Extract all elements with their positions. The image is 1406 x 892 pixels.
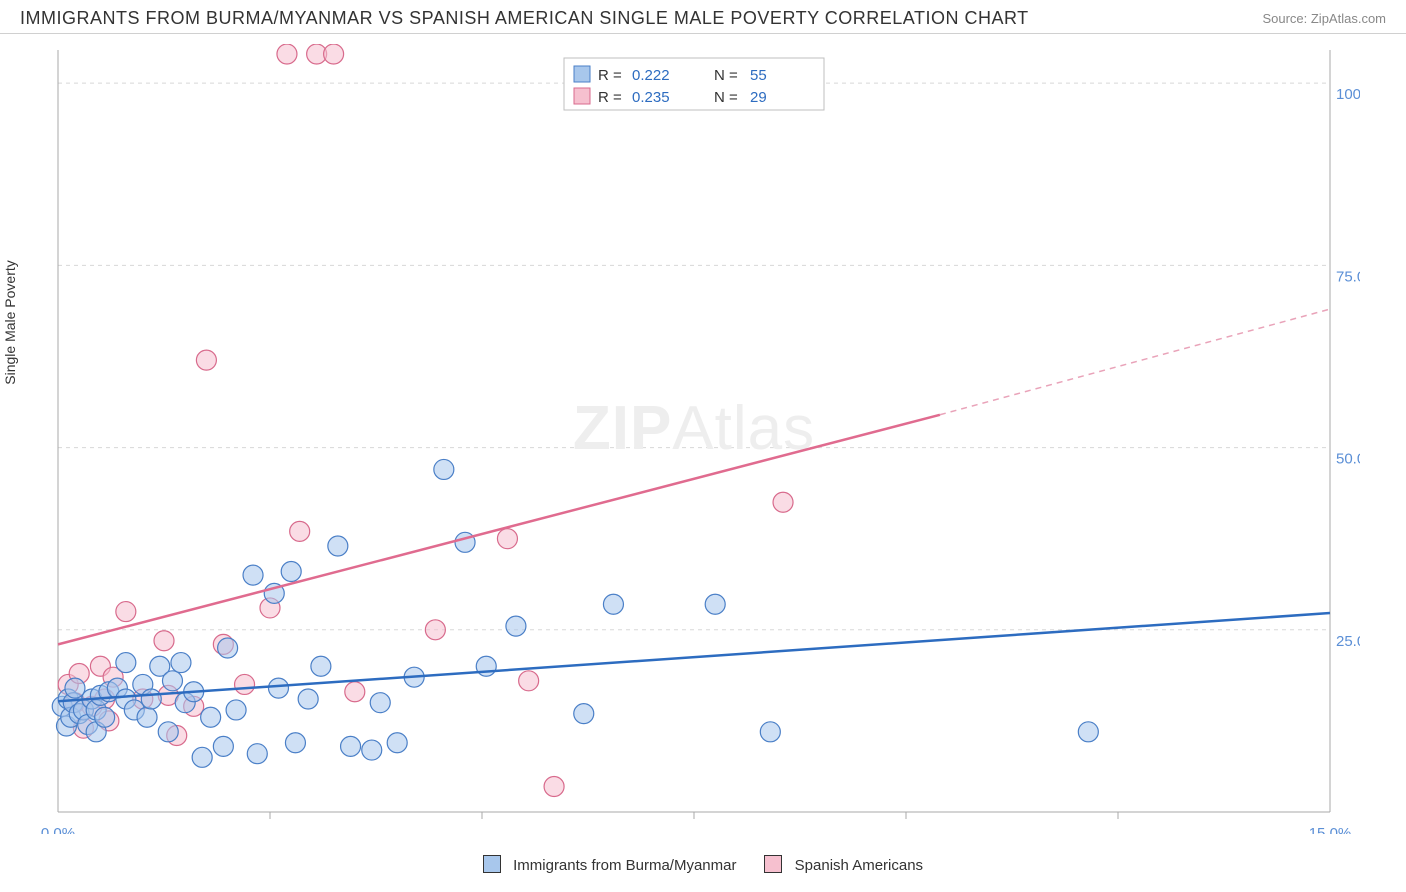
bottom-legend: Immigrants from Burma/Myanmar Spanish Am… xyxy=(0,855,1406,874)
legend-label-blue: Immigrants from Burma/Myanmar xyxy=(513,857,736,874)
data-point xyxy=(387,733,407,753)
trend-line-pink xyxy=(58,415,940,645)
data-point xyxy=(285,733,305,753)
data-point xyxy=(268,678,288,698)
data-point xyxy=(137,707,157,727)
data-point xyxy=(324,44,344,64)
data-point xyxy=(311,656,331,676)
data-point xyxy=(345,682,365,702)
data-point xyxy=(116,653,136,673)
legend-swatch-pink-icon xyxy=(574,88,590,104)
data-point xyxy=(298,689,318,709)
data-point xyxy=(235,674,255,694)
data-point xyxy=(277,44,297,64)
data-point xyxy=(213,736,233,756)
svg-text:100.0%: 100.0% xyxy=(1336,86,1360,103)
svg-text:N =: N = xyxy=(714,89,738,106)
data-point xyxy=(362,740,382,760)
source-label: Source: ZipAtlas.com xyxy=(1262,11,1386,26)
data-point xyxy=(141,689,161,709)
data-point xyxy=(603,594,623,614)
svg-text:R =: R = xyxy=(598,89,622,106)
data-point xyxy=(574,704,594,724)
data-point xyxy=(1078,722,1098,742)
data-point xyxy=(434,459,454,479)
data-point xyxy=(497,529,517,549)
svg-text:55: 55 xyxy=(750,67,767,84)
data-point xyxy=(95,707,115,727)
data-point xyxy=(290,521,310,541)
scatter-chart: 25.0% 50.0% 75.0% 100.0% ZIPAtlas 0.0% 15.0% R … xyxy=(30,44,1360,834)
data-point xyxy=(341,736,361,756)
data-point xyxy=(65,678,85,698)
data-point xyxy=(226,700,246,720)
svg-text:R =: R = xyxy=(598,67,622,84)
data-point xyxy=(247,744,267,764)
svg-text:0.235: 0.235 xyxy=(632,89,670,106)
y-axis-label: Single Male Poverty xyxy=(2,260,18,385)
data-point xyxy=(370,693,390,713)
data-point xyxy=(519,671,539,691)
legend-label-pink: Spanish Americans xyxy=(795,857,923,874)
data-point xyxy=(171,653,191,673)
data-point xyxy=(158,722,178,742)
svg-text:29: 29 xyxy=(750,89,767,106)
data-point xyxy=(281,561,301,581)
data-point xyxy=(196,350,216,370)
data-point xyxy=(425,620,445,640)
trend-line-blue xyxy=(58,613,1330,701)
legend-swatch-blue xyxy=(483,855,501,873)
data-point xyxy=(705,594,725,614)
svg-text:0.222: 0.222 xyxy=(632,67,670,84)
data-point xyxy=(773,492,793,512)
data-point xyxy=(192,747,212,767)
svg-text:75.0%: 75.0% xyxy=(1336,268,1360,285)
data-point xyxy=(760,722,780,742)
legend-item-pink: Spanish Americans xyxy=(764,855,923,874)
svg-text:50.0%: 50.0% xyxy=(1336,451,1360,468)
data-point xyxy=(544,776,564,796)
data-point xyxy=(162,671,182,691)
data-point xyxy=(201,707,221,727)
svg-text:15.0%: 15.0% xyxy=(1309,825,1352,834)
svg-text:N =: N = xyxy=(714,67,738,84)
chart-container: Single Male Poverty 25.0%50.0%75.0%100.0… xyxy=(30,44,1376,834)
legend-item-blue: Immigrants from Burma/Myanmar xyxy=(483,855,737,874)
data-point xyxy=(506,616,526,636)
legend-swatch-pink xyxy=(764,855,782,873)
svg-text:25.0%: 25.0% xyxy=(1336,633,1360,650)
data-point xyxy=(154,631,174,651)
data-point xyxy=(243,565,263,585)
svg-text:ZIPAtlas: ZIPAtlas xyxy=(573,394,815,463)
legend-swatch-blue-icon xyxy=(574,66,590,82)
data-point xyxy=(116,602,136,622)
data-point xyxy=(218,638,238,658)
chart-title: IMMIGRANTS FROM BURMA/MYANMAR VS SPANISH… xyxy=(20,8,1029,29)
data-point xyxy=(328,536,348,556)
svg-text:0.0%: 0.0% xyxy=(41,825,75,834)
trend-line-pink-extrapolated xyxy=(940,309,1330,415)
